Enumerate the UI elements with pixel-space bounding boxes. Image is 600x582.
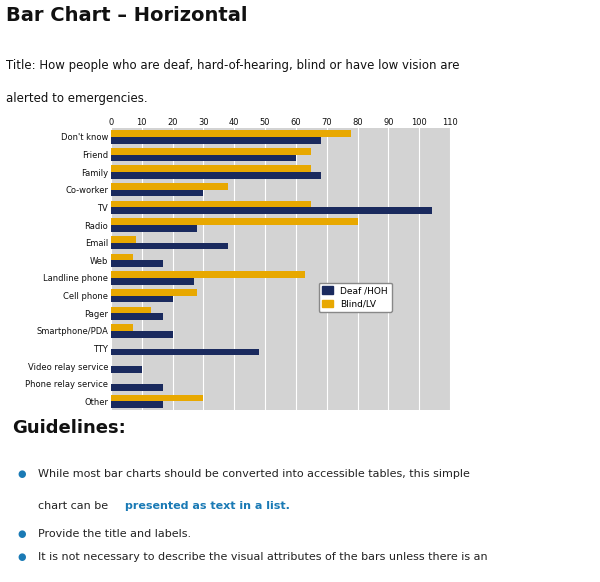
Bar	[111, 218, 358, 225]
Bar	[111, 278, 194, 285]
Bar	[111, 296, 173, 302]
Bar	[111, 207, 431, 214]
Bar	[111, 201, 311, 207]
Bar	[111, 254, 133, 260]
Text: Guidelines:: Guidelines:	[12, 420, 125, 438]
Bar	[111, 236, 136, 243]
Bar	[111, 324, 133, 331]
Bar	[111, 402, 163, 408]
Text: ●: ●	[18, 469, 26, 479]
Text: Title: How people who are deaf, hard-of-hearing, blind or have low vision are: Title: How people who are deaf, hard-of-…	[6, 59, 460, 72]
Legend: Deaf /HOH, Blind/LV: Deaf /HOH, Blind/LV	[319, 282, 392, 313]
Bar	[111, 172, 320, 179]
Bar	[111, 331, 173, 338]
Text: ●: ●	[18, 529, 26, 539]
Bar	[111, 190, 203, 197]
Bar	[111, 307, 151, 313]
Bar	[111, 130, 352, 137]
Bar	[111, 260, 163, 267]
Text: Bar Chart – Horizontal: Bar Chart – Horizontal	[6, 6, 248, 25]
Text: chart can be: chart can be	[38, 501, 112, 511]
Text: Provide the title and labels.: Provide the title and labels.	[38, 529, 191, 539]
Bar	[111, 243, 228, 250]
Bar	[111, 395, 203, 402]
Bar	[111, 289, 197, 296]
Text: presented as text in a list.: presented as text in a list.	[125, 501, 290, 511]
Bar	[111, 154, 296, 161]
Bar	[111, 225, 197, 232]
Bar	[111, 271, 305, 278]
Text: alerted to emergencies.: alerted to emergencies.	[6, 92, 148, 105]
Text: While most bar charts should be converted into accessible tables, this simple: While most bar charts should be converte…	[38, 469, 470, 479]
Bar	[111, 313, 163, 320]
Bar	[111, 165, 311, 172]
Bar	[111, 148, 311, 154]
Text: It is not necessary to describe the visual attributes of the bars unless there i: It is not necessary to describe the visu…	[38, 552, 488, 562]
Bar	[111, 137, 320, 144]
Bar	[111, 366, 142, 373]
Text: ●: ●	[18, 552, 26, 562]
Bar	[111, 384, 163, 391]
Bar	[111, 349, 259, 355]
Bar	[111, 183, 228, 190]
